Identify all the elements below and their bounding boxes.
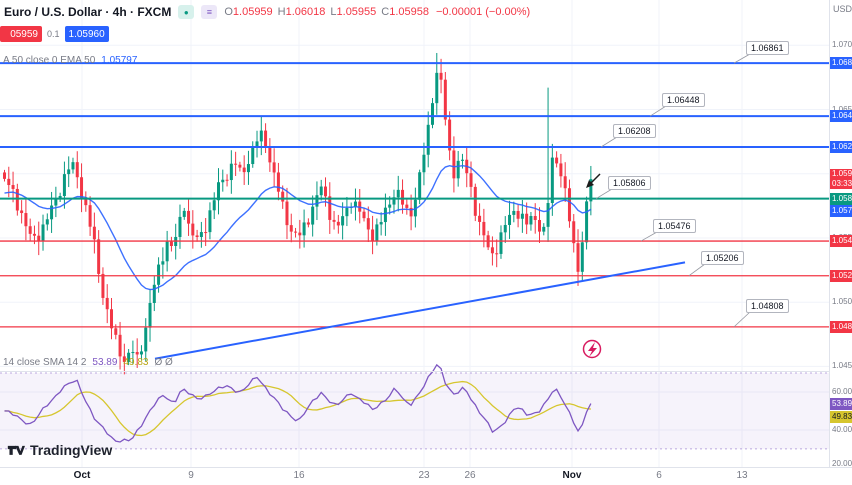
order-widget: 05959 0.1 1.05960 [0,26,109,42]
rsi-indicator-row[interactable]: 14 close SMA 14 2 53.89 49.83 Ø Ø [3,357,173,368]
symbol-title[interactable]: Euro / U.S. Dollar · 4h · FXCM [4,5,172,19]
price-tick-label: 1.0500 [832,297,852,307]
candle-countdown: 03:33 [832,179,852,189]
time-label: 16 [293,470,305,481]
buy-button[interactable]: 1.05960 [64,26,109,42]
chart-header: Euro / U.S. Dollar · 4h · FXCM ● ≡ O1.05… [4,3,530,21]
price-level-axis-box[interactable]: 1.04808 [830,320,852,333]
price-level-axis-box[interactable]: 1.05806 [830,192,852,205]
tradingview-logo-icon [7,445,25,455]
price-level-label[interactable]: 1.05806 [608,176,651,190]
ema-indicator-label: A 50 close 0 EMA 50 [3,55,96,66]
trendline[interactable] [154,261,686,360]
lightning-mode-icon[interactable] [582,339,602,359]
time-label: 13 [736,470,748,481]
sell-button[interactable]: 05959 [0,26,42,42]
price-tick-label: 1.0650 [832,104,852,114]
rsi-band [0,372,829,450]
price-tick-label: 1.0700 [832,40,852,50]
price-level-axis-box[interactable]: 1.06448 [830,110,852,123]
rsi-indicator-label: 14 close SMA 14 2 [3,357,87,368]
status-dot-icon[interactable]: ● [178,5,195,19]
price-level-label[interactable]: 1.06448 [662,93,705,107]
time-label: 9 [188,470,194,481]
price-change: −0.00001 (−0.00%) [436,6,531,18]
rsi-value: 53.89 [92,357,118,368]
pane-separator[interactable] [0,371,829,372]
time-axis[interactable]: Oct 9 16 23 26 Nov 6 13 [0,467,852,485]
time-label: 26 [464,470,476,481]
arrow-drawing[interactable] [586,173,601,188]
tradingview-logo-text: TradingView [30,442,113,458]
price-level-axis-box[interactable]: 1.05206 [830,269,852,282]
rsi-ma-line[interactable] [4,380,591,437]
price-axis[interactable]: USD 1.07001.06501.06001.05501.05001.0450… [829,0,852,468]
rsi-axis-box: 49.83 [830,411,852,424]
ema-line[interactable] [4,164,592,291]
ema-indicator-value: 1.05797 [101,55,138,66]
spread-value: 0.1 [47,29,60,39]
currency-label: USD [833,4,852,14]
time-label: 6 [656,470,662,481]
price-level-label[interactable]: 1.05206 [701,251,744,265]
price-level-label[interactable]: 1.05476 [653,219,696,233]
rsi-axis-box: 53.89 [830,397,852,410]
time-label: Oct [73,470,91,481]
rsi-tick-label: 60.00 [832,386,852,396]
label-leader-lines [595,53,751,328]
rsi-empty-values: Ø Ø [154,357,173,368]
price-level-axis-box[interactable]: 1.06208 [830,141,852,153]
price-level-lines[interactable] [0,62,829,328]
layers-icon[interactable]: ≡ [201,5,218,19]
rsi-tick-label: 20.00 [832,459,852,468]
rsi-tick-label: 40.00 [832,424,852,434]
time-label: Nov [562,470,582,481]
current-price-axis-box[interactable]: 1.0595803:33 [830,169,852,190]
rsi-ma-value: 49.83 [123,357,149,368]
price-level-axis-box[interactable]: 1.06861 [830,57,852,70]
price-level-axis-box[interactable]: 1.05797 [830,204,852,217]
time-label: 23 [418,470,430,481]
rsi-line[interactable] [4,363,592,443]
price-tick-label: 1.0450 [832,361,852,371]
grid-lines [0,0,829,467]
tradingview-logo[interactable]: TradingView [7,442,112,458]
candles-layer[interactable] [3,52,593,375]
price-level-label[interactable]: 1.04808 [746,299,789,313]
price-level-axis-box[interactable]: 1.05476 [830,235,852,248]
price-level-label[interactable]: 1.06861 [746,41,789,55]
ema-indicator-row[interactable]: A 50 close 0 EMA 50 1.05797 [3,55,137,66]
price-level-label[interactable]: 1.06208 [613,124,656,138]
ohlc-values: O1.05959 H1.06018 L1.05955 C1.05958 [224,6,429,18]
